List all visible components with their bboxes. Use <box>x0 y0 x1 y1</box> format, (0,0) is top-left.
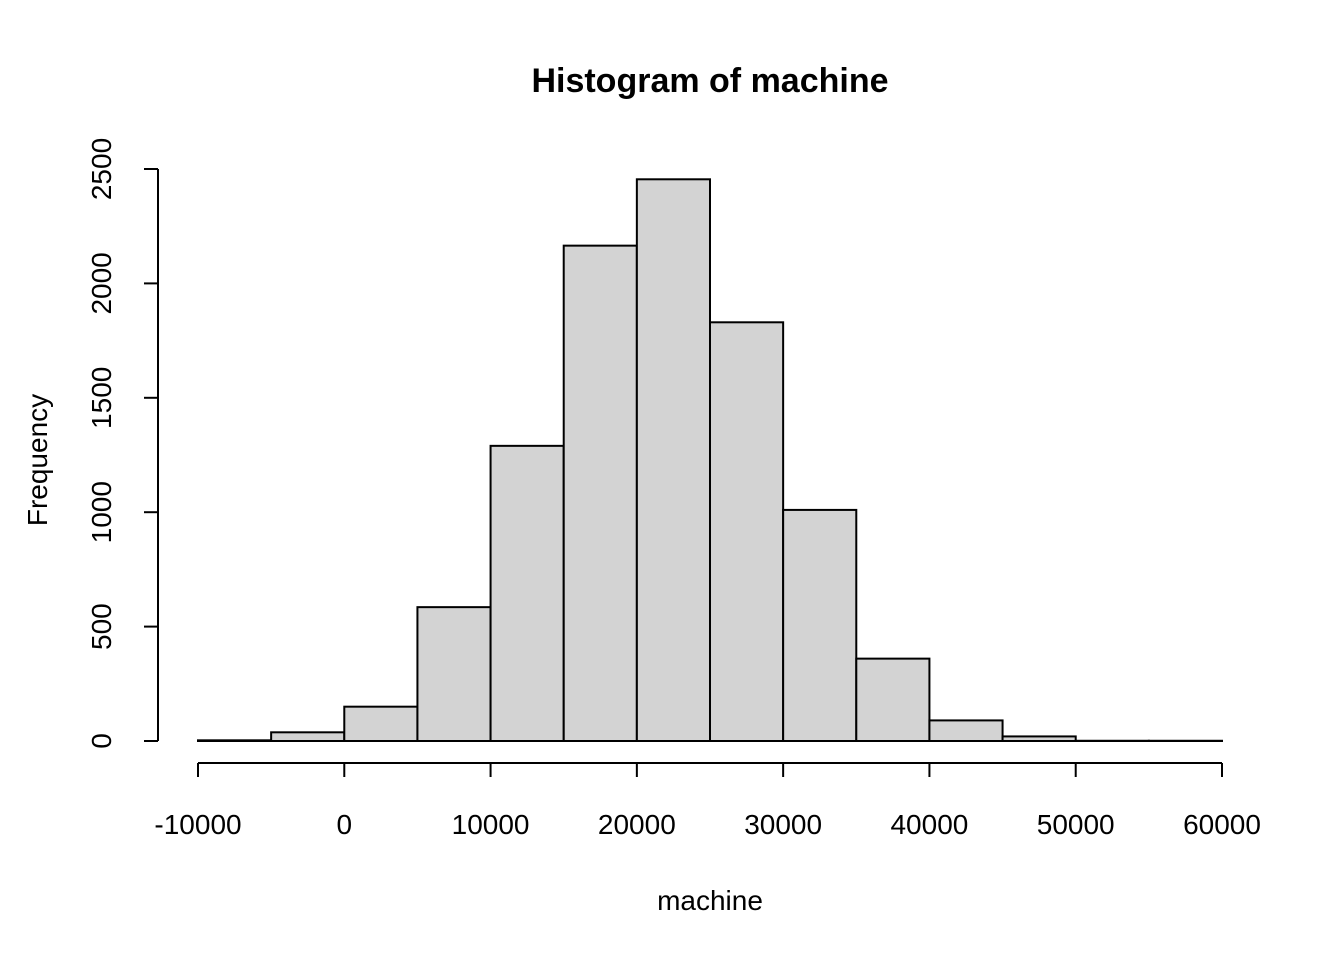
x-tick-label: -10000 <box>154 809 241 840</box>
histogram-bar <box>635 178 711 742</box>
x-tick-label: 10000 <box>452 809 530 840</box>
x-tick-label: 30000 <box>744 809 822 840</box>
histogram-bar <box>709 321 785 742</box>
x-axis: -10000 0 10000 20000 30000 40000 50000 60000 <box>154 762 1261 840</box>
bars-group <box>197 178 1224 743</box>
y-tick-label: 1500 <box>86 367 117 429</box>
x-tick-label: 40000 <box>890 809 968 840</box>
x-tick-label: 20000 <box>598 809 676 840</box>
histogram-bar <box>343 705 419 742</box>
y-tick-label: 2500 <box>86 138 117 200</box>
y-tick-label: 500 <box>86 603 117 650</box>
y-tick-label: 1000 <box>86 481 117 543</box>
x-tick-label: 0 <box>336 809 352 840</box>
x-tick-label: 60000 <box>1183 809 1261 840</box>
chart-title: Histogram of machine <box>531 62 888 100</box>
histogram-bar <box>270 731 346 743</box>
x-axis-title: machine <box>657 885 763 916</box>
histogram-bar <box>928 719 1004 743</box>
histogram-bar <box>562 244 638 742</box>
histogram-bar <box>416 606 492 742</box>
y-tick-label: 2000 <box>86 252 117 314</box>
histogram-bar <box>855 657 931 743</box>
histogram-bar <box>782 508 858 742</box>
y-tick-label: 0 <box>86 733 117 749</box>
y-axis-title: Frequency <box>22 394 53 526</box>
x-tick-label: 50000 <box>1037 809 1115 840</box>
y-axis: 0 500 1000 1500 2000 2500 <box>86 138 159 749</box>
histogram-bar <box>489 444 565 742</box>
